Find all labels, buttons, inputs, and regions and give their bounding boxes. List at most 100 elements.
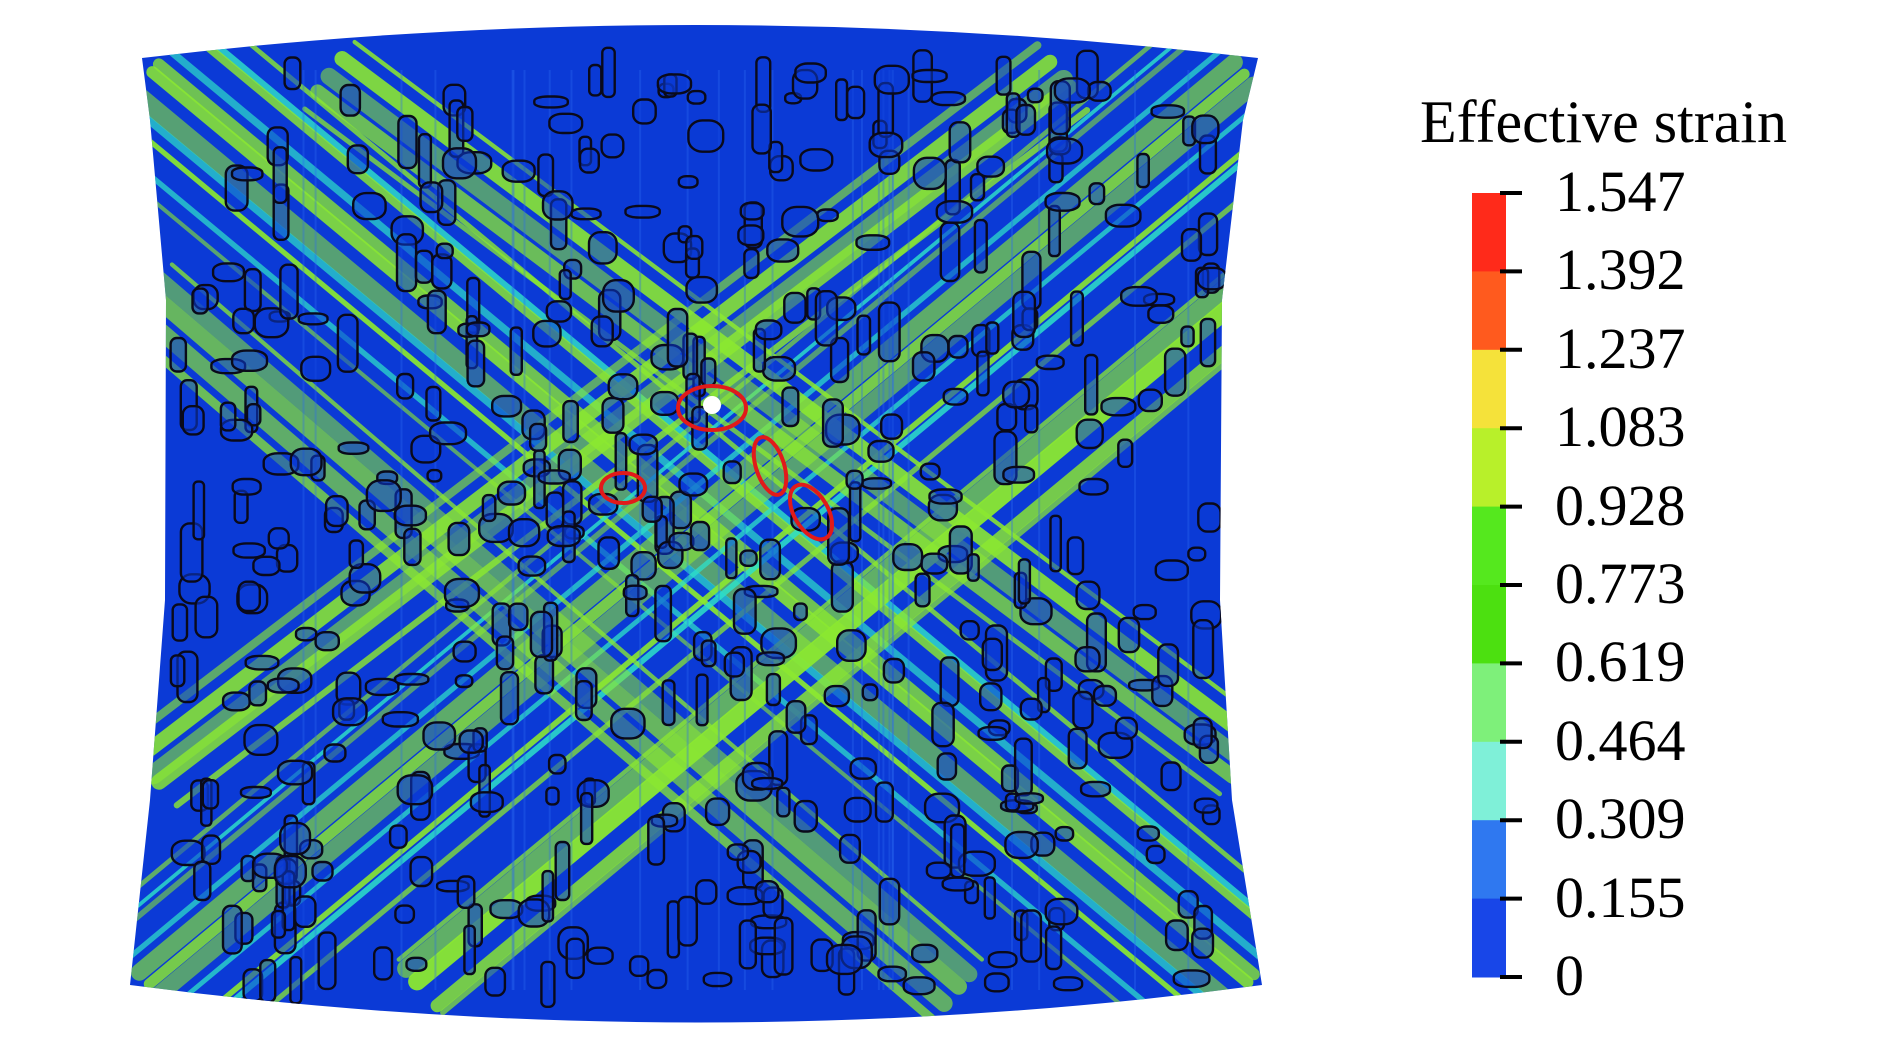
particle bbox=[294, 626, 318, 642]
particle bbox=[689, 520, 711, 552]
particle bbox=[273, 854, 307, 889]
particle bbox=[1199, 317, 1217, 368]
particle bbox=[1163, 347, 1187, 397]
particle bbox=[548, 112, 584, 135]
particle bbox=[977, 725, 1008, 741]
particle bbox=[793, 799, 819, 833]
particle bbox=[579, 792, 594, 846]
particle bbox=[823, 684, 851, 708]
particle bbox=[614, 432, 628, 491]
particle bbox=[925, 861, 953, 880]
particle bbox=[1088, 182, 1106, 206]
particle bbox=[1092, 684, 1118, 707]
particle bbox=[641, 495, 663, 523]
particle bbox=[1154, 559, 1190, 582]
particle bbox=[981, 637, 1003, 672]
particle bbox=[239, 785, 272, 800]
particle bbox=[600, 133, 625, 159]
particle bbox=[393, 504, 428, 527]
particle bbox=[501, 159, 536, 183]
particle bbox=[738, 919, 758, 970]
particle bbox=[948, 525, 973, 575]
particle bbox=[1180, 325, 1195, 348]
particle bbox=[1083, 353, 1099, 416]
particle bbox=[732, 587, 757, 635]
particle bbox=[985, 321, 1000, 355]
particle bbox=[171, 603, 189, 642]
particle bbox=[248, 680, 268, 707]
particle bbox=[237, 580, 261, 613]
particle bbox=[877, 301, 901, 363]
particle bbox=[409, 855, 434, 888]
particle bbox=[562, 399, 580, 444]
legend-level-label: 0.619 bbox=[1555, 629, 1686, 695]
particle bbox=[628, 433, 658, 456]
particle bbox=[1104, 203, 1142, 228]
particle bbox=[836, 629, 867, 662]
particle bbox=[630, 551, 657, 581]
particle bbox=[244, 654, 280, 671]
particle bbox=[861, 683, 879, 702]
particle bbox=[435, 242, 454, 260]
band-main-b-8 bbox=[130, 25, 1210, 942]
band-sec-2-0 bbox=[173, 107, 1091, 809]
particle bbox=[558, 268, 572, 301]
particle bbox=[200, 834, 222, 865]
particle bbox=[610, 707, 646, 740]
particle bbox=[394, 904, 416, 924]
particle bbox=[529, 610, 554, 659]
legend-level-label: 1.237 bbox=[1555, 315, 1686, 381]
particle bbox=[230, 349, 269, 373]
particle bbox=[1100, 396, 1137, 417]
particle bbox=[517, 555, 547, 577]
particle bbox=[830, 559, 855, 613]
particle bbox=[1045, 137, 1084, 165]
particle bbox=[293, 895, 317, 928]
particle bbox=[245, 403, 262, 427]
highlighted-regions bbox=[599, 384, 835, 542]
highlight-ellipse-1 bbox=[676, 384, 748, 432]
legend-level-label: 0.773 bbox=[1555, 551, 1686, 616]
particle bbox=[995, 55, 1012, 96]
particle bbox=[722, 460, 742, 485]
particle bbox=[465, 321, 491, 338]
particle bbox=[394, 672, 430, 686]
particle bbox=[230, 166, 264, 182]
particle bbox=[297, 312, 329, 326]
particle bbox=[987, 951, 1018, 969]
particle bbox=[403, 527, 422, 567]
particle bbox=[1053, 77, 1091, 104]
particle bbox=[766, 238, 800, 263]
particle bbox=[1075, 418, 1104, 450]
particle bbox=[1012, 290, 1037, 339]
particle bbox=[700, 357, 717, 387]
particle bbox=[463, 924, 476, 976]
particle bbox=[1136, 152, 1151, 189]
particle bbox=[1196, 266, 1228, 291]
particle bbox=[935, 199, 974, 224]
particle bbox=[969, 172, 986, 202]
legend-level-label: 1.392 bbox=[1555, 237, 1686, 303]
particle bbox=[695, 673, 709, 727]
particle bbox=[201, 779, 220, 810]
particle bbox=[825, 943, 863, 976]
particle bbox=[570, 207, 602, 221]
particle bbox=[1017, 558, 1032, 605]
particle bbox=[1019, 697, 1043, 721]
particle bbox=[317, 931, 337, 991]
band-sec-3-1 bbox=[430, 314, 1262, 1013]
legend-level-label: 0 bbox=[1555, 943, 1584, 1008]
particle bbox=[276, 759, 314, 786]
particle bbox=[253, 307, 290, 339]
particle bbox=[419, 181, 444, 214]
particle bbox=[597, 536, 621, 571]
particle bbox=[578, 147, 600, 174]
particle bbox=[1002, 465, 1036, 484]
particle bbox=[983, 876, 996, 920]
particle bbox=[1187, 546, 1207, 562]
particle bbox=[466, 339, 486, 388]
particle bbox=[232, 307, 256, 335]
particle bbox=[348, 563, 382, 594]
particle bbox=[426, 289, 447, 335]
particle bbox=[868, 131, 904, 159]
